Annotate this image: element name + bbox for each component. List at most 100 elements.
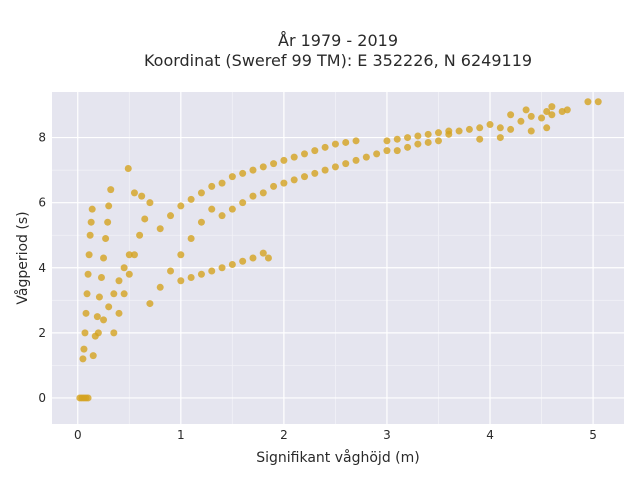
data-point [120, 290, 128, 298]
data-point [97, 274, 105, 282]
data-point [465, 125, 473, 133]
data-point [177, 202, 185, 210]
data-point [527, 127, 535, 135]
data-point [249, 192, 257, 200]
data-point [228, 173, 236, 181]
plot-area [52, 92, 624, 424]
data-point [496, 124, 504, 132]
data-point [455, 127, 463, 135]
data-point [239, 199, 247, 207]
data-point [486, 121, 494, 129]
x-tick-label: 0 [74, 428, 82, 442]
data-point [280, 156, 288, 164]
data-point [321, 143, 329, 151]
data-point [249, 166, 257, 174]
data-point [239, 257, 247, 265]
data-point [548, 111, 556, 119]
data-point [156, 283, 164, 291]
data-point [527, 112, 535, 120]
data-point [522, 106, 530, 114]
data-point [124, 164, 132, 172]
data-point [331, 163, 339, 171]
y-tick-label: 4 [38, 261, 46, 275]
data-point [104, 218, 112, 226]
data-point [83, 290, 91, 298]
data-point [259, 163, 267, 171]
data-point [445, 130, 453, 138]
data-point [197, 270, 205, 278]
data-point [156, 225, 164, 233]
data-point [110, 290, 118, 298]
data-point [177, 277, 185, 285]
data-point [82, 309, 90, 317]
data-point [301, 150, 309, 158]
x-tick-label: 1 [177, 428, 185, 442]
data-point [414, 132, 422, 140]
data-point [141, 215, 149, 223]
data-point [86, 231, 94, 239]
data-point [146, 199, 154, 207]
data-point [88, 205, 96, 213]
data-point [80, 345, 88, 353]
data-point [177, 251, 185, 259]
data-point [228, 205, 236, 213]
data-point [130, 251, 138, 259]
y-tick-label: 8 [38, 131, 46, 145]
data-point [167, 267, 175, 275]
data-point [259, 249, 267, 257]
data-point [100, 254, 108, 262]
data-point [507, 111, 515, 119]
tick-labels: 0 1 2 3 4 5 0 2 4 6 8 [38, 131, 597, 442]
data-point [342, 160, 350, 168]
data-point [100, 316, 108, 324]
data-point [342, 138, 350, 146]
data-point [84, 394, 92, 402]
data-point [105, 303, 113, 311]
data-point [476, 124, 484, 132]
data-point [249, 254, 257, 262]
data-point [102, 234, 110, 242]
data-point [85, 251, 93, 259]
data-point [115, 309, 123, 317]
data-point [424, 130, 432, 138]
data-point [538, 114, 546, 122]
x-tick-label: 2 [280, 428, 288, 442]
data-point [563, 106, 571, 114]
data-point [594, 98, 602, 106]
data-point [87, 218, 95, 226]
data-point [352, 137, 360, 145]
data-point [496, 134, 504, 142]
data-point [584, 98, 592, 106]
data-point [280, 179, 288, 187]
data-point [414, 140, 422, 148]
data-point [404, 143, 412, 151]
data-point [125, 270, 133, 278]
data-point [362, 153, 370, 161]
x-tick-label: 4 [486, 428, 494, 442]
x-tick-label: 3 [383, 428, 391, 442]
data-point [239, 169, 247, 177]
data-point [434, 129, 442, 137]
data-point [218, 212, 226, 220]
data-point [218, 179, 226, 187]
data-point [373, 150, 381, 158]
data-point [81, 329, 89, 337]
x-tick-label: 5 [589, 428, 597, 442]
y-tick-label: 0 [38, 391, 46, 405]
data-point [290, 153, 298, 161]
data-point [187, 195, 195, 203]
data-point [383, 137, 391, 145]
data-point [270, 182, 278, 190]
data-point [94, 329, 102, 337]
data-point [197, 189, 205, 197]
data-point [187, 234, 195, 242]
data-point [120, 264, 128, 272]
data-point [404, 134, 412, 142]
data-point [146, 300, 154, 308]
data-point [84, 270, 92, 278]
data-point [543, 124, 551, 132]
data-point [311, 169, 319, 177]
data-point [383, 147, 391, 155]
x-axis-title: Signifikant våghöjd (m) [256, 449, 419, 466]
